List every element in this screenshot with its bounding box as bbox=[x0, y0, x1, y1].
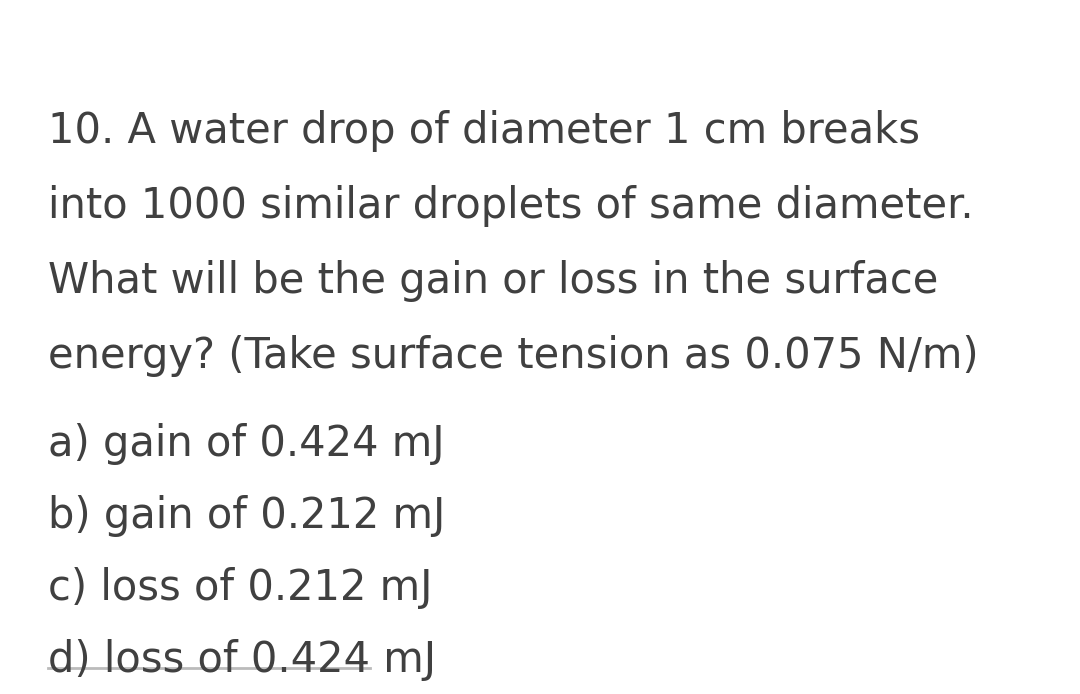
Text: d) loss of 0.424 mJ: d) loss of 0.424 mJ bbox=[48, 639, 436, 681]
Text: b) gain of 0.212 mJ: b) gain of 0.212 mJ bbox=[48, 495, 445, 537]
Text: 10. A water drop of diameter 1 cm breaks: 10. A water drop of diameter 1 cm breaks bbox=[48, 110, 920, 152]
Text: into 1000 similar droplets of same diameter.: into 1000 similar droplets of same diame… bbox=[48, 185, 974, 227]
Text: energy? (Take surface tension as 0.075 N/m): energy? (Take surface tension as 0.075 N… bbox=[48, 335, 978, 377]
Text: a) gain of 0.424 mJ: a) gain of 0.424 mJ bbox=[48, 423, 445, 465]
Text: What will be the gain or loss in the surface: What will be the gain or loss in the sur… bbox=[48, 260, 939, 302]
Text: c) loss of 0.212 mJ: c) loss of 0.212 mJ bbox=[48, 567, 432, 609]
